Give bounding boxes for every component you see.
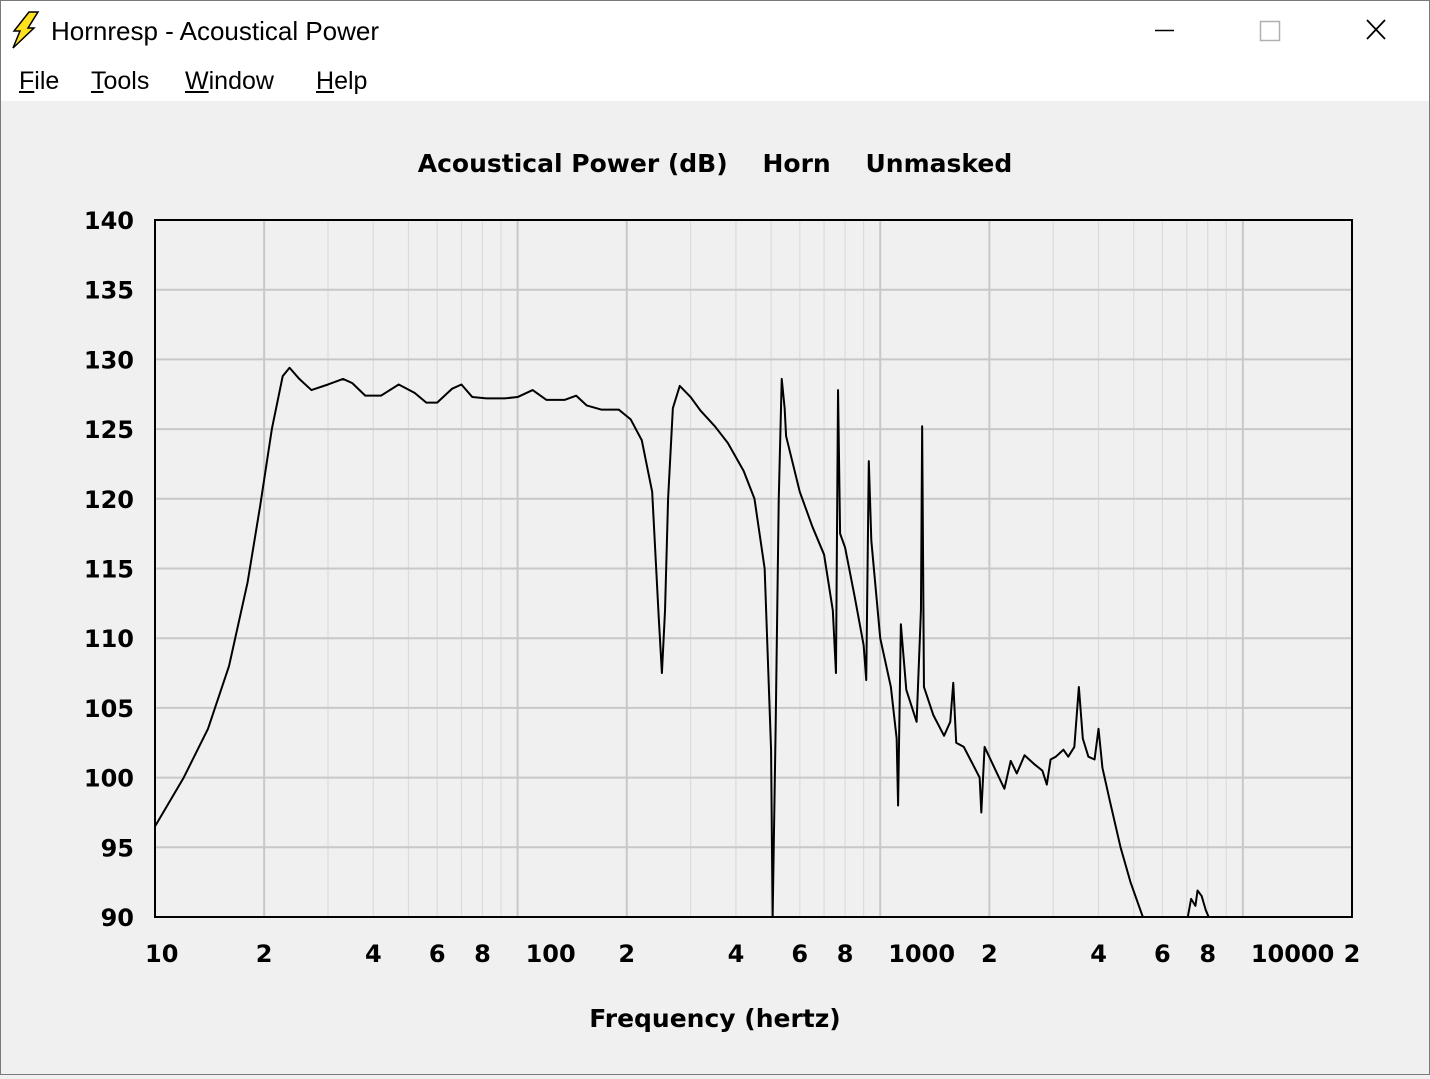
x-tick-label: 4 bbox=[728, 940, 745, 968]
y-tick-label: 100 bbox=[84, 765, 134, 793]
chart-grid bbox=[155, 220, 1352, 917]
x-tick-label: 2 bbox=[256, 940, 273, 968]
x-tick-label: 6 bbox=[791, 940, 808, 968]
menu-help[interactable]: Help bbox=[316, 67, 368, 95]
x-tick-label: 8 bbox=[1199, 940, 1216, 968]
chart-title: Acoustical Power (dB) Horn Unmasked bbox=[418, 149, 1012, 178]
x-tick-label: 2 bbox=[981, 940, 998, 968]
x-tick-label: 4 bbox=[1090, 940, 1107, 968]
y-tick-label: 110 bbox=[84, 625, 134, 653]
y-tick-label: 115 bbox=[84, 556, 134, 584]
x-tick-label: 100 bbox=[526, 940, 576, 968]
y-tick-label: 130 bbox=[84, 346, 134, 374]
close-button[interactable] bbox=[1323, 1, 1429, 61]
y-tick-label: 140 bbox=[84, 207, 134, 235]
x-tick-label: 6 bbox=[1154, 940, 1171, 968]
x-tick-label: 4 bbox=[365, 940, 382, 968]
menu-file[interactable]: File bbox=[19, 67, 60, 95]
close-icon bbox=[1366, 19, 1386, 40]
series-line-1 bbox=[154, 366, 1144, 918]
chart-series bbox=[154, 366, 1210, 918]
x-tick-label: 8 bbox=[474, 940, 491, 968]
x-tick-label: 10 bbox=[145, 940, 178, 968]
y-tick-label: 105 bbox=[84, 695, 134, 723]
maximize-icon bbox=[1259, 20, 1281, 42]
x-tick-label: 10000 bbox=[1251, 940, 1335, 968]
x-tick-label: 2 bbox=[618, 940, 635, 968]
chart-panel: Acoustical Power (dB) Horn Unmasked 90 95… bbox=[1, 101, 1429, 1074]
acoustical-power-chart: Acoustical Power (dB) Horn Unmasked 90 95… bbox=[84, 149, 1360, 1033]
plot-frame bbox=[154, 219, 1353, 918]
x-tick-label: 2 bbox=[1344, 940, 1361, 968]
y-tick-label: 125 bbox=[84, 416, 134, 444]
x-tick-label: 1000 bbox=[888, 940, 955, 968]
y-axis-tick-labels: 90 95 100 105 110 115 120 125 130 135 140 bbox=[84, 207, 134, 932]
minimize-icon bbox=[1155, 29, 1174, 32]
series-line-2 bbox=[1186, 889, 1210, 918]
x-axis-tick-labels: 10 2 4 6 8 100 2 4 6 8 1000 2 4 6 8 10000 2 bbox=[145, 940, 1360, 968]
maximize-button[interactable] bbox=[1217, 1, 1323, 61]
x-axis-label: Frequency (hertz) bbox=[589, 1004, 840, 1033]
window-title: Hornresp - Acoustical Power bbox=[51, 16, 380, 46]
minimize-button[interactable] bbox=[1111, 1, 1217, 61]
y-tick-label: 90 bbox=[101, 904, 134, 932]
y-tick-label: 120 bbox=[84, 486, 134, 514]
y-tick-label: 95 bbox=[101, 834, 134, 862]
x-tick-label: 6 bbox=[429, 940, 446, 968]
menu-tools[interactable]: Tools bbox=[91, 67, 150, 95]
y-tick-label: 135 bbox=[84, 277, 134, 305]
lightning-bolt-icon bbox=[12, 11, 40, 49]
menu-bar: File Tools Window Help bbox=[1, 61, 1429, 101]
title-bar[interactable]: Hornresp - Acoustical Power bbox=[1, 1, 1429, 61]
menu-window[interactable]: Window bbox=[185, 67, 274, 95]
x-tick-label: 8 bbox=[837, 940, 854, 968]
